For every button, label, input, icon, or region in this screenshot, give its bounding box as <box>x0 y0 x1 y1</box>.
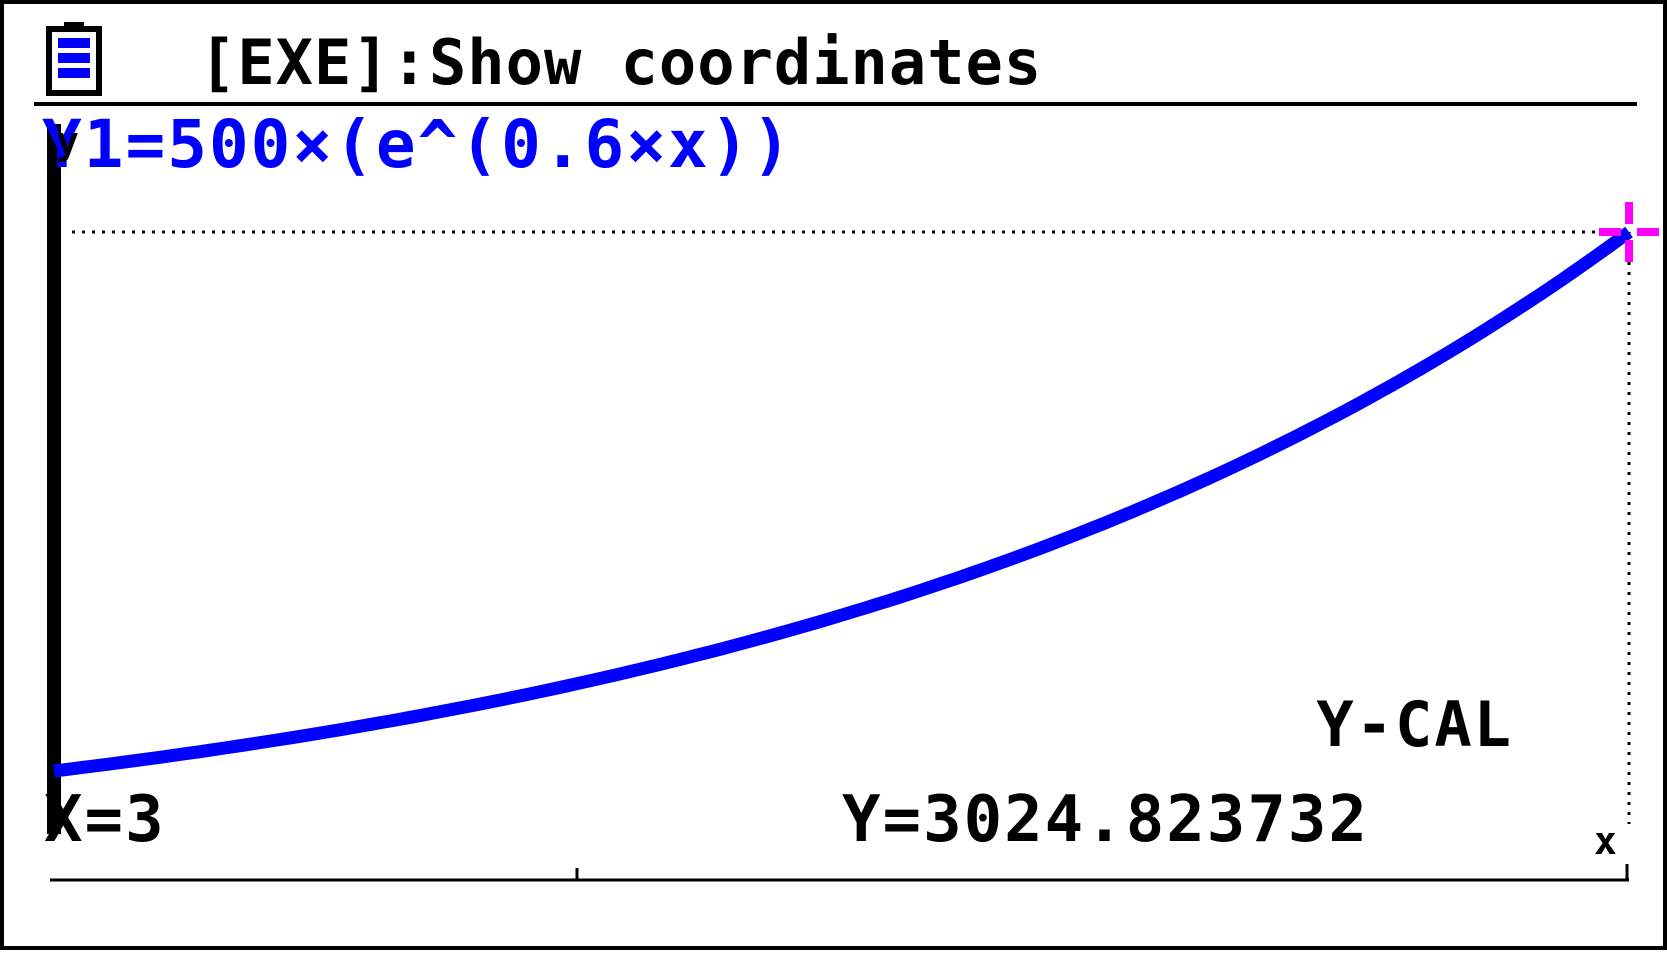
function-curve-y1 <box>53 226 1633 778</box>
header-title: [EXE]:Show coordinates <box>199 26 1043 99</box>
header-divider <box>34 102 1637 106</box>
x-axis-label: x <box>1594 819 1617 863</box>
y-axis-label: y <box>56 119 79 163</box>
y-coordinate-readout: Y=3024.823732 <box>842 783 1369 857</box>
trace-cursor <box>1599 201 1659 262</box>
x-coordinate-readout: X=3 <box>44 783 166 857</box>
function-label: Y1=500×(e^(0.6×x)) <box>42 106 794 183</box>
battery-full-icon <box>46 22 102 96</box>
mode-label: Y-CAL <box>1316 688 1513 761</box>
graph-plot <box>47 124 1659 882</box>
